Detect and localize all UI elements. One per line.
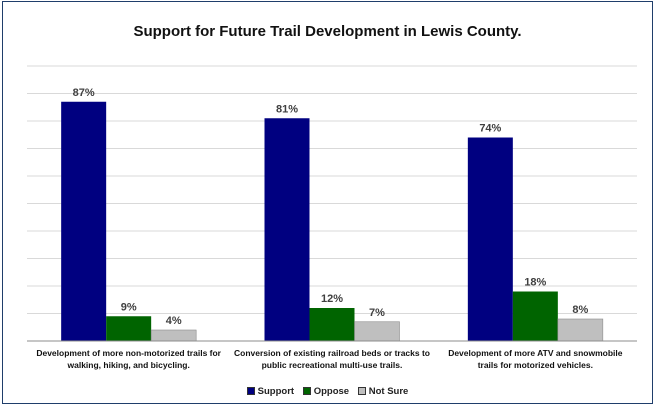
bar-not-sure-2 [354, 321, 400, 342]
data-label-support-2: 81% [276, 103, 298, 115]
data-label-support-1: 87% [73, 87, 95, 99]
legend-label-not-sure: Not Sure [368, 386, 409, 397]
legend-item-support: Support [246, 386, 295, 397]
legend-swatch-support [246, 387, 255, 395]
category-label-2-line-2: public recreational multi-use trails. [262, 360, 403, 370]
data-label-not-sure-1: 4% [166, 315, 182, 327]
bar-oppose-3 [512, 291, 558, 341]
legend-item-not-sure: Not Sure [357, 386, 409, 397]
data-label-not-sure-3: 8% [572, 304, 588, 316]
bar-oppose-2 [309, 308, 355, 341]
legend-label-oppose: Oppose [313, 386, 350, 397]
category-label-3-line-1: Development of more ATV and snowmobile [448, 348, 623, 358]
bar-support-2 [264, 118, 310, 341]
category-label-1-line-2: walking, hiking, and bicycling. [67, 360, 190, 370]
data-label-oppose-3: 18% [524, 277, 546, 289]
category-label-3-line-2: trails for motorized vehicles. [478, 360, 593, 370]
legend: Support Oppose Not Sure [0, 386, 655, 397]
legend-item-oppose: Oppose [302, 386, 350, 397]
chart-title: Support for Future Trail Development in … [133, 23, 522, 40]
bar-support-3 [467, 137, 513, 341]
bar-not-sure-3 [557, 318, 604, 342]
legend-swatch-not-sure [357, 387, 366, 395]
data-label-oppose-1: 9% [121, 301, 137, 313]
legend-swatch-oppose [302, 387, 311, 395]
data-label-support-3: 74% [479, 123, 501, 135]
category-label-1-line-1: Development of more non-motorized trails… [36, 348, 221, 358]
bar-support-1 [61, 101, 107, 341]
bar-oppose-1 [106, 316, 152, 341]
bar-not-sure-1 [150, 329, 197, 342]
data-label-not-sure-2: 7% [369, 307, 385, 319]
legend-label-support: Support [257, 386, 295, 397]
data-label-oppose-2: 12% [321, 293, 343, 305]
category-label-2-line-1: Conversion of existing railroad beds or … [234, 348, 430, 358]
